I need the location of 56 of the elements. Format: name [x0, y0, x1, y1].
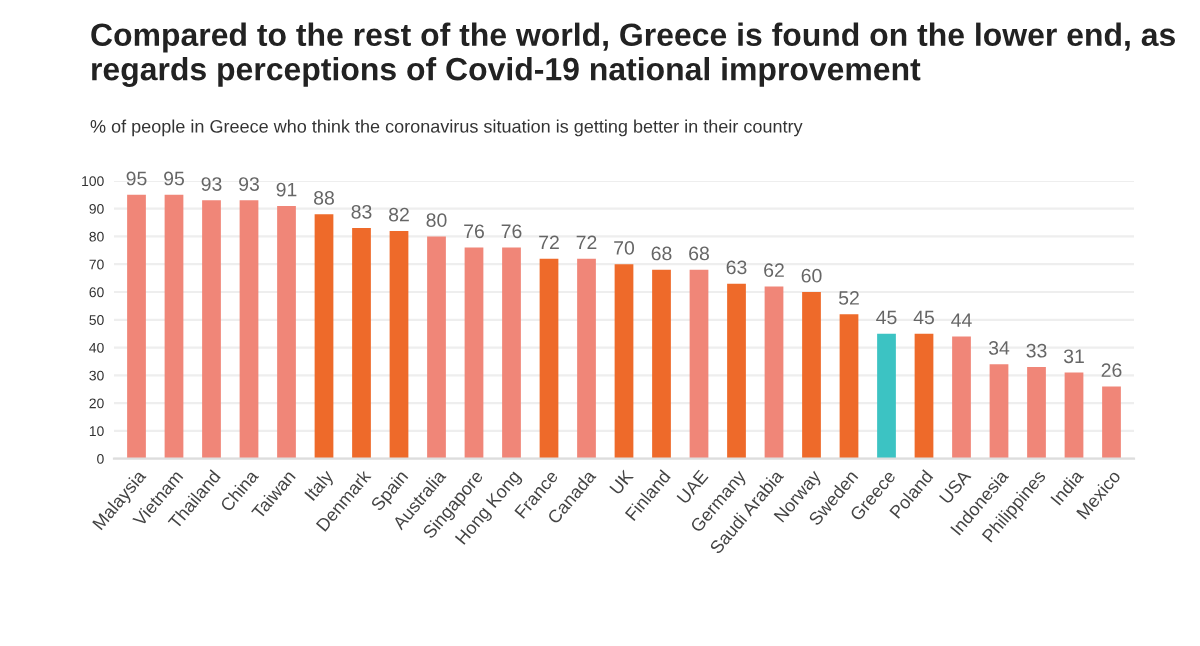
chart-subtitle: % of people in Greece who think the coronavirus situation is getting better in their country	[90, 119, 803, 137]
bar	[389, 230, 409, 459]
bar	[314, 214, 334, 459]
data-label: 95	[164, 171, 184, 186]
bar	[1064, 372, 1084, 459]
bar	[127, 194, 146, 459]
bar	[614, 264, 634, 459]
data-label: 88	[314, 191, 334, 205]
bar	[802, 291, 821, 459]
data-label: 68	[689, 246, 709, 261]
bar	[352, 228, 371, 459]
data-label: 52	[838, 291, 859, 305]
bar	[277, 205, 296, 459]
data-label: 72	[576, 235, 597, 250]
bar	[689, 269, 709, 459]
data-label: 44	[951, 313, 972, 327]
data-label: 83	[351, 204, 372, 219]
bar	[764, 286, 784, 459]
bar	[502, 247, 521, 459]
bar	[427, 236, 446, 459]
data-label: 91	[276, 182, 297, 197]
bar	[464, 247, 484, 459]
data-label: 95	[126, 171, 147, 186]
bar	[727, 283, 746, 459]
bar	[539, 258, 559, 459]
data-label: 82	[389, 207, 409, 222]
data-label: 34	[988, 341, 1010, 355]
bar	[652, 269, 671, 459]
data-label: 26	[1101, 363, 1122, 378]
data-label: 68	[651, 246, 672, 261]
data-label: 76	[501, 224, 522, 239]
bar	[989, 364, 1009, 459]
data-label: 93	[201, 177, 222, 191]
data-label: 31	[1063, 349, 1084, 364]
bar	[839, 314, 859, 459]
data-label: 45	[913, 310, 934, 325]
data-label: 93	[239, 177, 259, 191]
bar	[577, 258, 596, 459]
bar	[239, 200, 259, 459]
bar	[1027, 366, 1046, 459]
data-label: 45	[876, 310, 897, 325]
data-label: 62	[764, 263, 784, 278]
data-label: 70	[614, 241, 635, 255]
chart-title: Compared to the rest of the world, Greece is found on the lower end, as regards perceptions of Covid-19 national improvement	[91, 22, 1175, 87]
bar	[1102, 386, 1121, 459]
bar	[202, 200, 221, 459]
data-label: 33	[1026, 343, 1047, 358]
data-label: 63	[726, 260, 747, 275]
bar	[952, 336, 971, 459]
bar	[914, 333, 934, 459]
bar	[877, 333, 896, 459]
bar	[164, 194, 184, 459]
data-label: 80	[426, 213, 447, 228]
data-label: 60	[801, 268, 822, 283]
data-label: 76	[464, 224, 484, 239]
data-label: 72	[539, 235, 559, 250]
